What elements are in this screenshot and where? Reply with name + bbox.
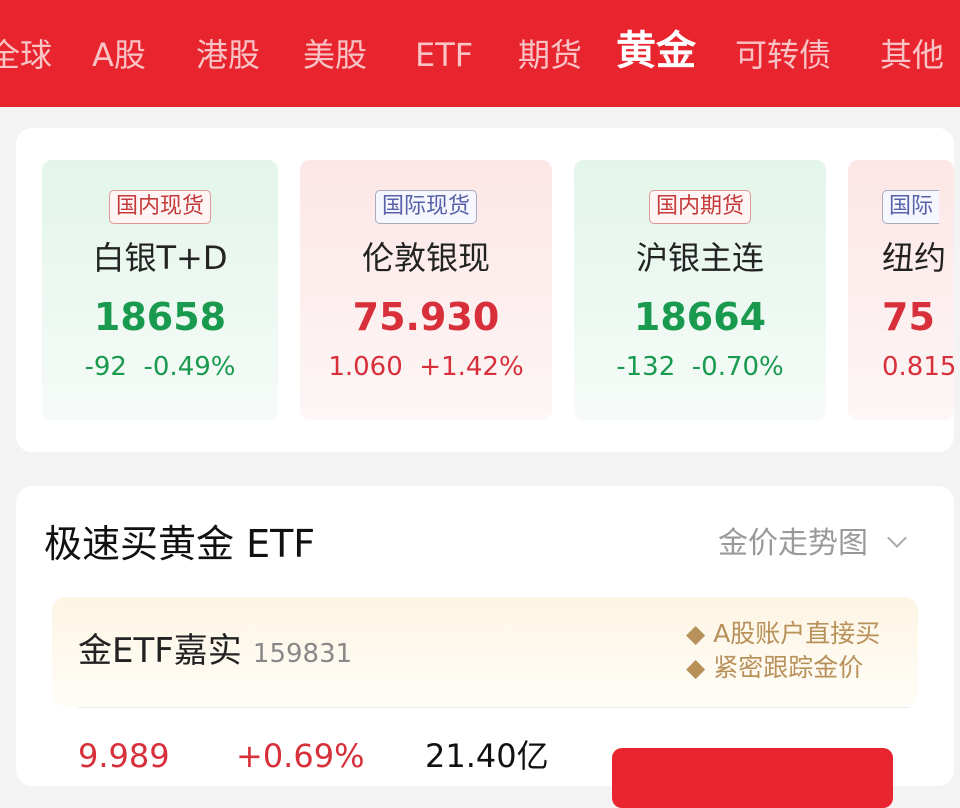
market-badge: 国内现货 [108, 190, 211, 224]
tab-gold[interactable]: 黄金 [616, 28, 696, 74]
fund-card[interactable] [52, 597, 918, 707]
tab-us-stocks[interactable]: 美股 [303, 36, 368, 74]
market-change-pct: +1.42% [419, 352, 524, 382]
section-title: 极速买黄金 ETF [44, 522, 316, 566]
market-change: 0.815 [882, 352, 954, 382]
market-change: -132 [616, 352, 676, 382]
market-change: 1.060 [328, 352, 403, 382]
gold-trend-link[interactable]: 金价走势图 [718, 524, 907, 564]
market-name: 伦敦银现 [361, 239, 490, 277]
buy-button[interactable] [612, 748, 893, 808]
fund-features: ◆ A股账户直接买 ◆ 紧密跟踪金价 [686, 617, 880, 685]
market-value: 18664 [633, 295, 767, 339]
tab-convertible-bonds[interactable]: 可转债 [735, 36, 832, 74]
category-tab-bar: 全球 A股 港股 美股 ETF 期货 黄金 可转债 其他 [0, 0, 960, 107]
tab-other[interactable]: 其他 [880, 36, 945, 74]
tab-futures[interactable]: 期货 [518, 36, 583, 74]
market-value: 75.930 [352, 295, 500, 339]
fund-header: 金ETF嘉实 159831 [78, 628, 352, 680]
fund-price: 9.989 [78, 737, 170, 775]
market-name: 纽约 [882, 239, 947, 277]
market-card[interactable]: 国际 纽约 75 0.815 [848, 160, 954, 420]
market-change: -92 [84, 352, 127, 382]
market-value: 75 [882, 295, 935, 339]
market-change-pct: -0.49% [143, 352, 236, 382]
market-name: 沪银主连 [635, 239, 764, 277]
market-badge: 国内期货 [648, 190, 751, 224]
market-change-pct: -0.70% [691, 352, 784, 382]
market-value: 18658 [93, 295, 227, 339]
fund-change-pct: +0.69% [236, 737, 365, 775]
tab-global[interactable]: 全球 [0, 36, 53, 74]
market-card[interactable]: 国内期货 沪银主连 18664 -132 -0.70% [574, 160, 826, 420]
market-name: 白银T+D [92, 239, 228, 277]
market-badge: 国际 [882, 190, 940, 224]
market-card[interactable]: 国际现货 伦敦银现 75.930 1.060 +1.42% [300, 160, 552, 420]
fund-code: 159831 [252, 639, 353, 669]
tab-etf[interactable]: ETF [415, 36, 474, 74]
fund-name: 金ETF嘉实 [78, 631, 242, 671]
divider [78, 707, 910, 708]
market-badge: 国际现货 [374, 190, 477, 224]
tab-a-shares[interactable]: A股 [92, 36, 146, 74]
feature-item: ◆ 紧密跟踪金价 [686, 653, 864, 682]
fund-volume: 21.40亿 [425, 737, 549, 775]
gold-trend-label: 金价走势图 [718, 526, 868, 561]
feature-item: ◆ A股账户直接买 [686, 619, 881, 648]
market-card[interactable]: 国内现货 白银T+D 18658 -92 -0.49% [42, 160, 278, 420]
chevron-down-icon [886, 528, 907, 548]
tab-hk-stocks[interactable]: 港股 [196, 36, 261, 74]
